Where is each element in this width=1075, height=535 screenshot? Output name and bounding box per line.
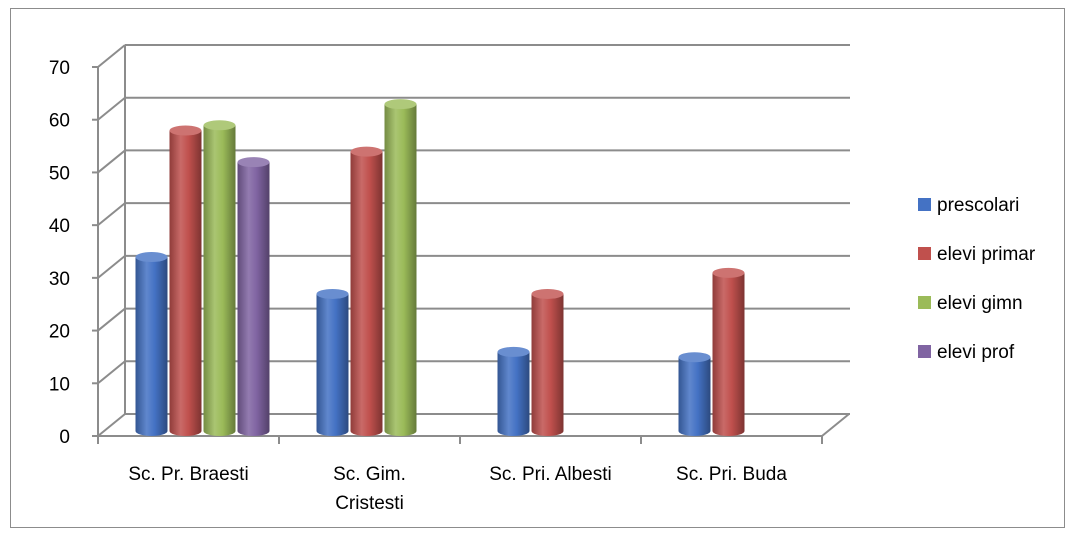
floor-edge <box>821 413 850 437</box>
bar-elevi-primar-1 <box>350 146 383 437</box>
y-tick-label: 50 <box>49 163 70 184</box>
gridline-diagonal <box>97 255 126 279</box>
bar-body <box>350 151 383 437</box>
gridline-diagonal <box>97 413 126 437</box>
bar-cap <box>316 288 349 299</box>
bar-body <box>316 293 349 437</box>
bar-body <box>384 104 417 437</box>
bar-elevi-primar-2 <box>531 288 564 437</box>
y-tick-label: 60 <box>49 111 70 132</box>
bar-elevi-gimn-0 <box>203 120 236 437</box>
bar-cap <box>135 252 168 263</box>
axis-layer: 0 10 20 30 40 50 60 70 Sc. Pr. Braesti Sc. Gim. Cr… <box>49 58 850 514</box>
bar-prescolari-2 <box>497 346 530 437</box>
bars-layer <box>135 99 745 437</box>
x-category-label: Sc. Gim. <box>333 464 406 485</box>
legend-swatch <box>918 296 931 309</box>
bar-elevi-primar-3 <box>712 267 745 437</box>
bar-prescolari-1 <box>316 288 349 437</box>
gridline-diagonal <box>97 149 126 174</box>
bar-cap <box>712 267 745 278</box>
bar-cap <box>497 346 530 357</box>
y-tick-label: 70 <box>49 58 70 79</box>
legend-label: elevi prof <box>937 342 1015 363</box>
gridline-diagonal <box>97 202 126 226</box>
bar-cap <box>169 125 202 136</box>
gridline-diagonal <box>97 360 126 385</box>
x-category-label: Sc. Pri. Albesti <box>489 464 612 485</box>
x-category-label: Sc. Pri. Buda <box>676 464 787 485</box>
bar-body <box>678 357 711 437</box>
bar-prescolari-0 <box>135 252 168 437</box>
bar-cap <box>531 288 564 299</box>
bar-cap <box>237 157 270 168</box>
y-tick-label: 20 <box>49 322 70 343</box>
bar-elevi-prof-0 <box>237 157 270 437</box>
bar-body <box>531 293 564 437</box>
x-category-label: Cristesti <box>335 493 404 514</box>
legend-label: elevi primar <box>937 244 1036 265</box>
bar-cap <box>384 99 417 110</box>
y-tick-label: 10 <box>49 374 70 395</box>
legend-swatch <box>918 247 931 260</box>
bar-body <box>497 351 530 437</box>
legend-swatch <box>918 198 931 211</box>
legend-swatch <box>918 345 931 358</box>
legend-label: prescolari <box>937 195 1019 216</box>
bar-cap <box>350 146 383 157</box>
bar-body <box>203 125 236 437</box>
legend-label: elevi gimn <box>937 293 1023 314</box>
bar-body <box>237 162 270 437</box>
bar-cap <box>678 352 711 363</box>
y-tick-label: 30 <box>49 269 70 290</box>
bar-cap <box>203 120 236 131</box>
gridline-diagonal <box>97 307 126 332</box>
y-tick-label: 40 <box>49 216 70 237</box>
x-category-label: Sc. Pr. Braesti <box>128 464 248 485</box>
legend: prescolari elevi primar elevi gimn elevi pr… <box>918 195 1036 363</box>
y-tick-label: 0 <box>59 427 70 448</box>
gridline-diagonal <box>97 44 126 68</box>
bar-body <box>712 272 745 437</box>
gridline-diagonal <box>97 96 126 121</box>
bar-body <box>135 257 168 437</box>
bar-body <box>169 130 202 437</box>
bar-prescolari-3 <box>678 352 711 437</box>
bar-elevi-gimn-1 <box>384 99 417 437</box>
bar-elevi-primar-0 <box>169 125 202 437</box>
